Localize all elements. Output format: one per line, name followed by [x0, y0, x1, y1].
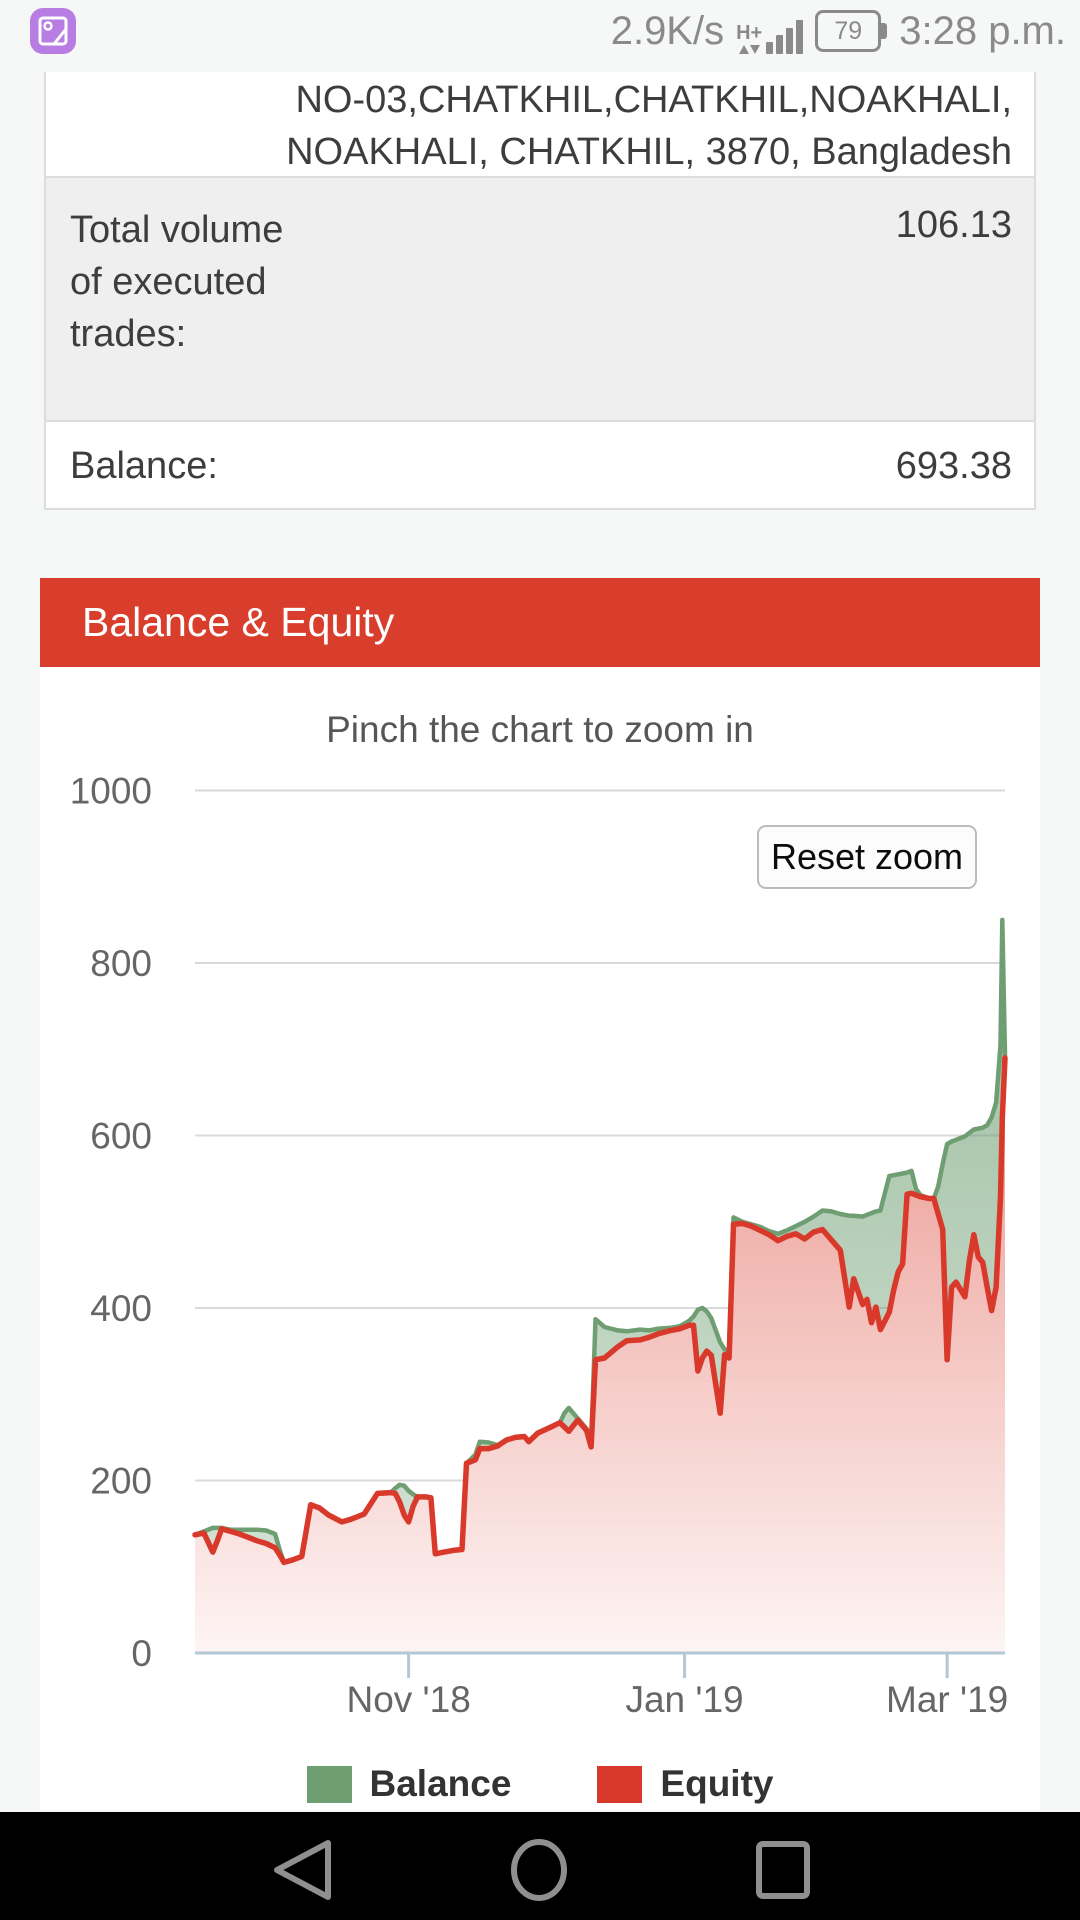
battery-percent: 79: [815, 10, 882, 52]
total-volume-label: Total volume of executed trades:: [70, 209, 284, 355]
balance-equity-chart[interactable]: 0 200 400 600 800 1000 Nov '18 Jan '19 Mar '19: [40, 667, 1040, 1810]
y-axis-label: 600: [90, 1116, 152, 1157]
equity-legend-label: Equity: [660, 1763, 774, 1804]
x-axis-label: Nov '18: [346, 1679, 470, 1720]
legend-item-balance[interactable]: Balance: [306, 1763, 512, 1805]
reset-zoom-button[interactable]: Reset zoom: [757, 825, 977, 889]
network-speed: 2.9K/s: [610, 8, 725, 53]
network-type-label: H+: [736, 22, 763, 44]
back-icon[interactable]: [274, 1840, 331, 1900]
y-axis-label: 400: [90, 1288, 152, 1329]
address-line-1: NO-03,CHATKHIL,CHATKHIL,NOAKHALI,: [295, 79, 1012, 121]
android-nav-bar: [0, 1812, 1080, 1920]
balance-equity-chart-card: 0 200 400 600 800 1000 Nov '18 Jan '19 Mar '19 …: [40, 667, 1040, 1810]
screenshot-image-icon: [30, 8, 76, 54]
signal-icon: H+: [736, 8, 804, 54]
total-volume-value: 106.13: [895, 204, 1012, 246]
account-address: NO-03,CHATKHIL,CHATKHIL,NOAKHALI, NOAKHA…: [286, 74, 1012, 176]
recents-icon[interactable]: [756, 1841, 810, 1899]
balance-row: Balance: 693.38: [46, 422, 1034, 510]
address-line-2: NOAKHALI, CHATKHIL, 3870, Bangladesh: [286, 131, 1012, 173]
balance-legend-label: Balance: [369, 1763, 512, 1804]
y-axis-label: 800: [90, 943, 152, 984]
balance-label: Balance:: [70, 445, 218, 487]
equity-line: [192, 1055, 1008, 1566]
battery-icon: 79: [815, 10, 888, 52]
balance-value: 693.38: [895, 445, 1012, 487]
y-axis-label: 1000: [70, 771, 152, 812]
account-info-table: NO-03,CHATKHIL,CHATKHIL,NOAKHALI, NOAKHA…: [44, 72, 1036, 510]
equity-swatch: [597, 1765, 643, 1803]
balance-equity-header: Balance & Equity: [40, 578, 1040, 667]
chart-legend: Balance Equity: [40, 1763, 1040, 1805]
x-axis-label: Jan '19: [625, 1679, 743, 1720]
equity-area-fill: [195, 1057, 1005, 1653]
status-bar: 2.9K/s H+ 79 3:28 p.m.: [0, 0, 1080, 62]
y-axis-label: 0: [131, 1633, 152, 1674]
x-axis-label: Mar '19: [886, 1679, 1008, 1720]
total-volume-row: Total volume of executed trades: 106.13: [46, 178, 1034, 422]
chart-axes: Nov '18 Jan '19 Mar '19: [195, 1651, 1008, 1720]
legend-item-equity[interactable]: Equity: [597, 1763, 773, 1805]
balance-swatch: [306, 1765, 352, 1803]
section-title: Balance & Equity: [82, 599, 395, 645]
address-row: NO-03,CHATKHIL,CHATKHIL,NOAKHALI, NOAKHA…: [46, 72, 1034, 178]
home-icon[interactable]: [511, 1839, 567, 1901]
clock: 3:28 p.m.: [899, 8, 1066, 53]
chart-hint: Pinch the chart to zoom in: [326, 709, 754, 750]
y-axis-label: 200: [90, 1461, 152, 1502]
